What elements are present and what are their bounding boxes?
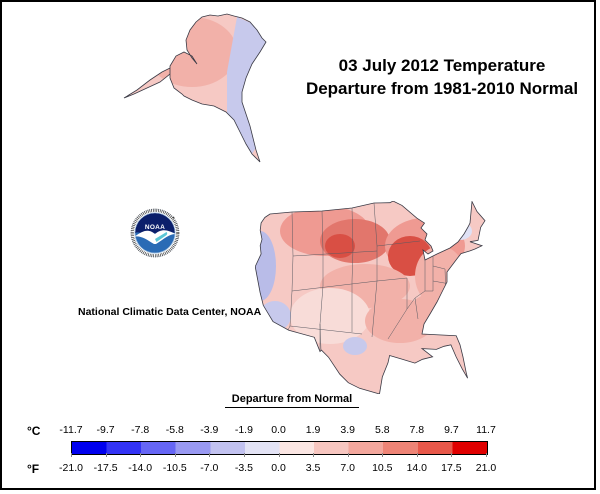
svg-text:NOAA: NOAA (145, 224, 165, 231)
